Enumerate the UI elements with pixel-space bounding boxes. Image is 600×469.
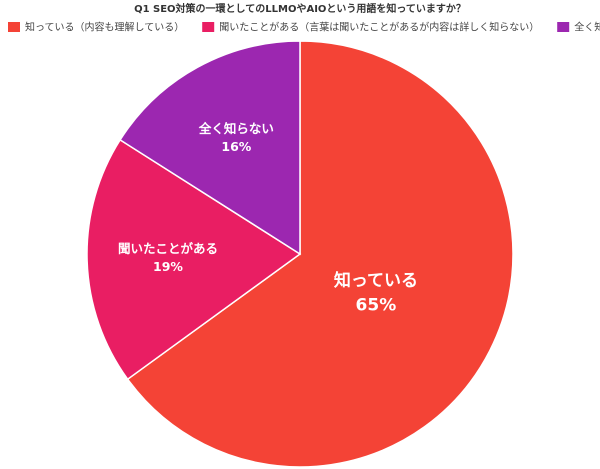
slice-label: 全く知らない [198,121,274,136]
legend-label: 聞いたことがある（言葉は聞いたことがあるが内容は詳しく知らない） [219,21,539,34]
pie-slice [119,40,301,256]
chart-title: Q1 SEO対策の一環としてのLLMOやAIOという用語を知っていますか？ [134,2,466,15]
slice-value-label: 16% [221,139,251,154]
legend-swatch [202,22,215,32]
legend-swatch [8,22,20,32]
slice-value-label: 19% [153,259,183,274]
legend-label: 知っている（内容も理解している） [25,21,184,34]
pie-slice [86,138,302,381]
legend-label: 全く知らない [574,21,600,34]
slice-value-label: 65% [356,295,397,315]
legend-swatch [557,22,570,32]
slice-label: 聞いたことがある [118,241,218,256]
pie-slice [126,40,514,468]
slice-label: 知っている [333,270,418,291]
